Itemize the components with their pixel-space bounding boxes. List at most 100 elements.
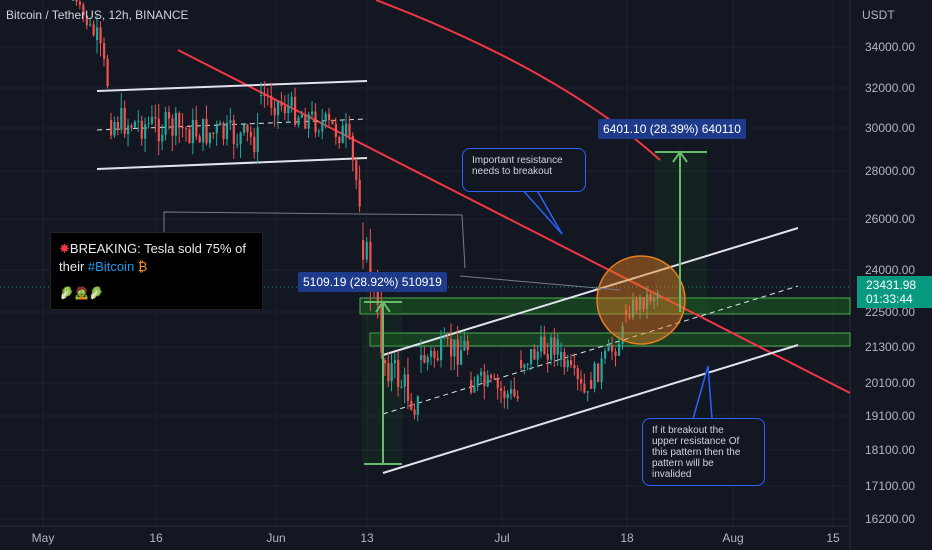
candle-body-m-7 (649, 294, 652, 302)
candle-body-i-5 (486, 375, 489, 387)
candle-body-h-5 (436, 358, 439, 361)
candle-body-b-3 (106, 58, 109, 87)
candle-body-c-19 (174, 112, 177, 136)
tweet-line-2-prefix: their (59, 259, 85, 274)
candle-body-g-0 (384, 360, 387, 364)
candle-body-d-7 (283, 106, 286, 114)
candle-body-a-3 (82, 4, 85, 16)
candle-body-g-9 (413, 409, 416, 415)
candle-body-e-2 (351, 135, 354, 161)
candle-body-l-5 (607, 345, 610, 351)
candle-body-g-6 (403, 374, 406, 387)
candle-body-l-9 (621, 326, 624, 344)
candle-body-i-10 (503, 390, 506, 399)
candle-body-c-37 (236, 143, 239, 145)
candle-body-j-4 (533, 348, 536, 360)
measure-label-2[interactable]: 6401.10 (28.39%) 640110 (598, 119, 746, 139)
tweet-overlay[interactable]: ✸BREAKING: Tesla sold 75% of their #Bitc… (50, 232, 263, 310)
candle-body-k-5 (576, 368, 579, 379)
candle-body-d-13 (304, 114, 307, 129)
candle-body-d-12 (300, 114, 303, 118)
candle-body-c-0 (110, 120, 113, 136)
candle-body-h-0 (420, 355, 423, 360)
candle-body-k-6 (580, 378, 583, 384)
candle-body-c-33 (222, 122, 225, 139)
y-tick-11: 17100.00 (865, 479, 915, 493)
candle-body-k-1 (563, 352, 566, 368)
candle-body-h-7 (443, 337, 446, 339)
candle-body-b-2 (103, 43, 106, 59)
candle-body-c-25 (195, 119, 198, 137)
channel-bottom (382, 344, 799, 474)
candle-body-i-8 (496, 378, 499, 389)
candle-body-c-18 (171, 118, 174, 136)
candle-body-b-0 (96, 27, 99, 40)
x-tick-4: Jul (494, 531, 509, 545)
y-tick-12: 16200.00 (865, 512, 915, 526)
note-resistance[interactable]: Important resistance needs to breakout (462, 148, 586, 192)
x-tick-1: 16 (149, 531, 163, 545)
candle-body-j-1 (523, 364, 526, 368)
candle-body-m-1 (628, 315, 631, 318)
candle-body-k-0 (560, 352, 563, 360)
candle-body-d-19 (324, 113, 327, 122)
candle-body-c-13 (154, 117, 157, 119)
y-tick-1: 32000.00 (865, 81, 915, 95)
candle-body-c-43 (256, 127, 259, 153)
candle-body-j-5 (536, 351, 539, 360)
candle-body-d-14 (307, 114, 310, 129)
candle-body-j-2 (526, 363, 529, 365)
candle-body-j-8 (546, 353, 549, 360)
candle-body-m-9 (656, 293, 659, 299)
support-zone (369, 332, 851, 347)
candle-body-a-2 (78, 1, 82, 5)
candle-body-j-6 (540, 336, 543, 352)
candle-body-c-16 (164, 112, 167, 135)
candle-body-g-4 (397, 360, 400, 387)
candle-body-m-2 (632, 299, 635, 318)
candle-body-i-9 (500, 388, 503, 391)
note-invalidation[interactable]: If it breakout the upper resistance Of t… (642, 418, 765, 486)
candle-body-d-24 (341, 125, 344, 144)
candle-body-j-7 (543, 336, 546, 354)
candle-body-c-38 (239, 132, 242, 144)
candle-body-d-2 (266, 95, 269, 97)
candle-body-l-8 (618, 343, 621, 356)
candle-body-j-3 (530, 348, 533, 364)
candle-body-d-18 (321, 121, 324, 132)
candle-body-c-7 (133, 121, 137, 128)
note-invalidation-pointer (692, 365, 713, 420)
y-tick-10: 18100.00 (865, 443, 915, 457)
y-tick-4: 26000.00 (865, 212, 915, 226)
candle-body-d-4 (273, 107, 276, 116)
candle-body-h-13 (463, 340, 466, 351)
candle-body-c-30 (212, 132, 215, 134)
note-invalidation-line-4: pattern will be (652, 458, 714, 469)
candle-body-e-0 (345, 123, 348, 135)
candle-body-i-7 (493, 378, 496, 380)
candle-body-c-2 (116, 121, 120, 130)
x-tick-2: Jun (266, 531, 285, 545)
y-tick-0: 34000.00 (865, 40, 915, 54)
candle-body-i-12 (510, 389, 513, 394)
candle-body-k-2 (566, 360, 569, 368)
candle-body-c-41 (249, 131, 252, 137)
candle-body-l-3 (600, 358, 603, 382)
candle-body-m-6 (646, 294, 649, 309)
candle-body-g-2 (390, 363, 393, 382)
countdown-value: 01:33:44 (866, 292, 913, 306)
candle-body-c-8 (137, 120, 140, 122)
candle-body-c-10 (144, 124, 147, 139)
candle-body-d-11 (297, 117, 300, 125)
candle-body-j-11 (556, 339, 559, 355)
tweet-pointer (459, 275, 621, 291)
candle-body-h-3 (430, 350, 433, 357)
tweet-hashtag[interactable]: #Bitcoin (87, 259, 135, 274)
y-tick-6: 22500.00 (865, 305, 915, 319)
candle-body-c-36 (232, 120, 235, 145)
measure-label-1[interactable]: 5109.19 (28.92%) 510919 (298, 272, 447, 292)
candle-body-d-21 (331, 120, 334, 124)
candle-body-f-0 (362, 240, 365, 260)
symbol-title[interactable]: Bitcoin / TetherUS, 12h, BINANCE (6, 8, 189, 22)
candle-body-l-1 (593, 363, 596, 389)
